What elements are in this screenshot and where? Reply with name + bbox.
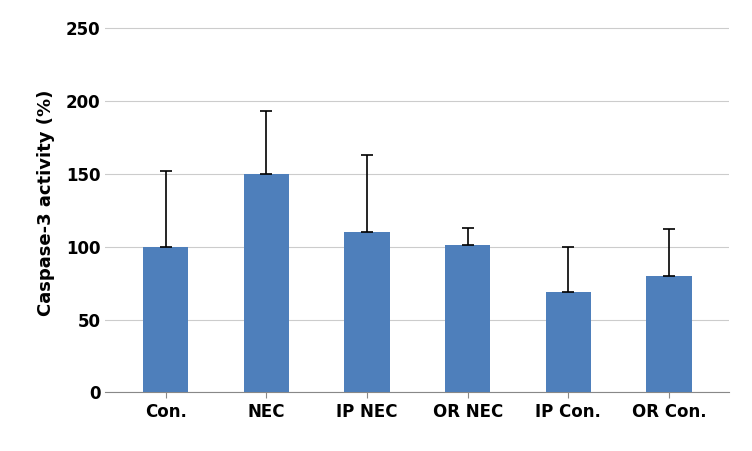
Bar [344, 232, 390, 392]
Y-axis label: Caspase-3 activity (%): Caspase-3 activity (%) [37, 90, 55, 316]
Bar [546, 292, 591, 392]
Bar [143, 247, 188, 392]
Bar [647, 276, 692, 392]
Bar [244, 174, 289, 392]
Bar [445, 245, 490, 392]
